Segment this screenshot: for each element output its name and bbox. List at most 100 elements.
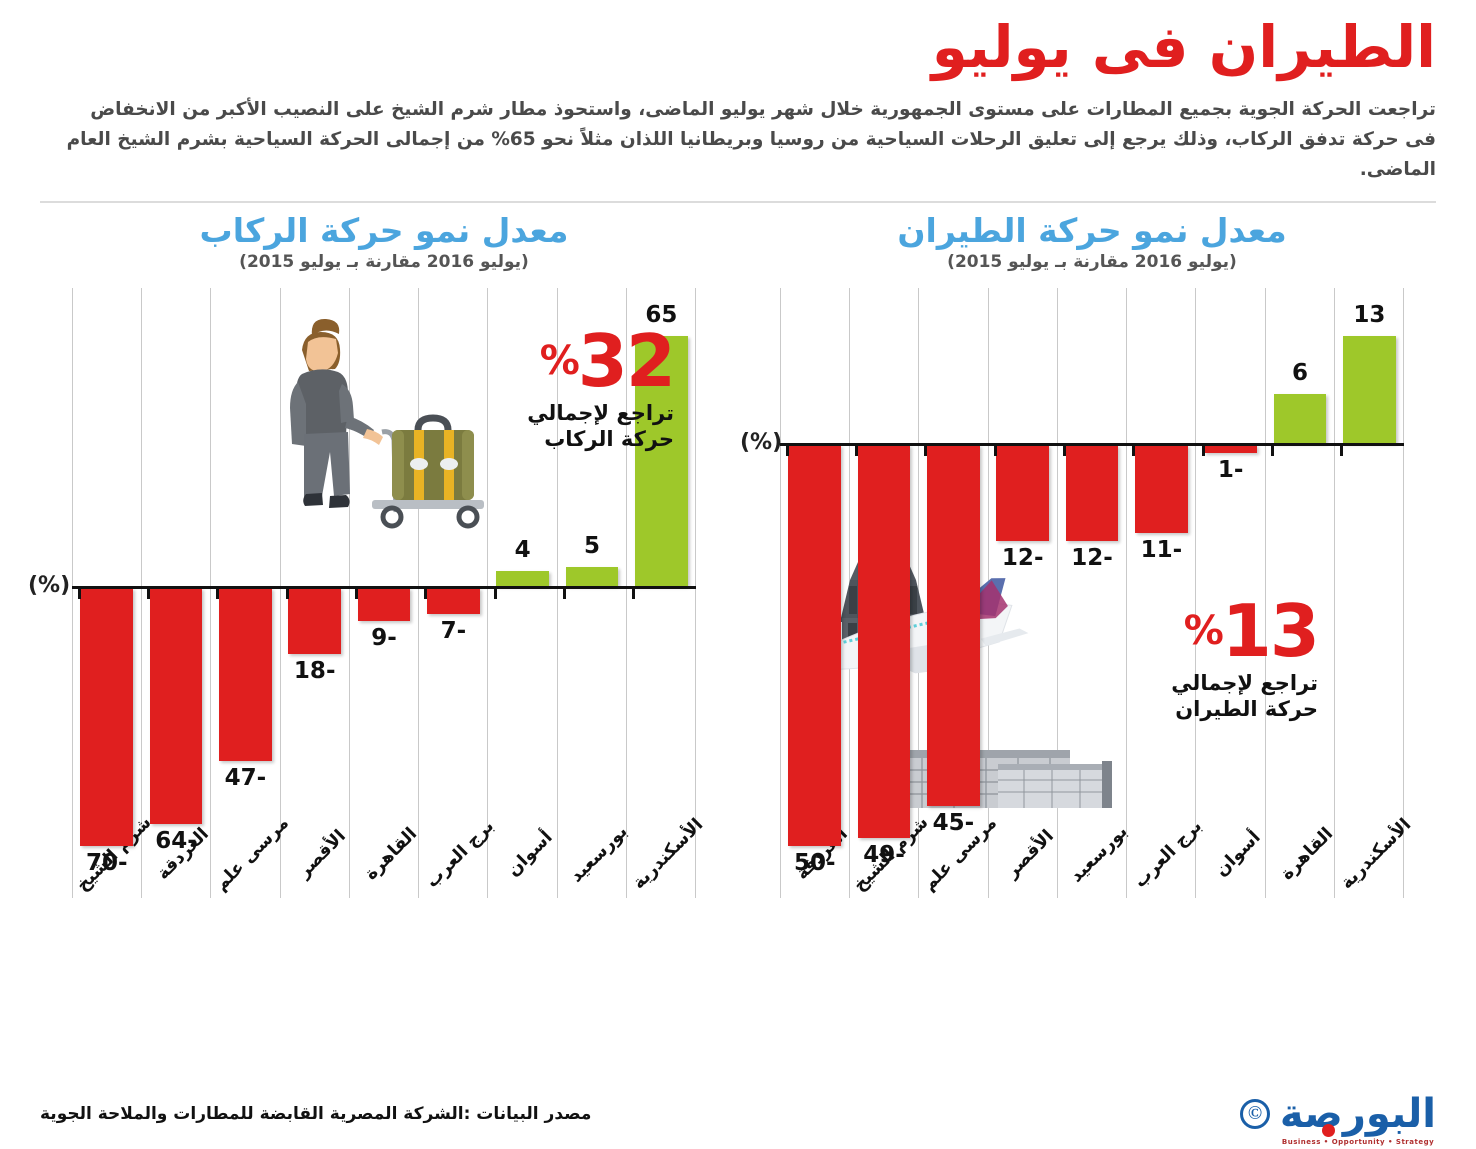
callout-passengers-caption-line1: تراجع لإجمالي xyxy=(527,401,674,426)
bar-slot: -70 xyxy=(72,288,141,898)
bar-أسوان[interactable] xyxy=(496,570,550,586)
axis-tick xyxy=(785,442,789,456)
callout-passengers-value: %32 xyxy=(539,318,676,403)
axis-tick xyxy=(424,585,428,599)
panel-passengers: معدل نمو حركة الركاب (يوليو 2016 مقارنة … xyxy=(28,203,738,1033)
bar-شرم الشيخ[interactable] xyxy=(80,587,134,846)
bar-value-label: 5 xyxy=(584,532,601,559)
bars-aviation: 13 6 -1 -11 -12 -12 -45 -49 -50 xyxy=(780,288,1404,898)
panel-aviation-header: معدل نمو حركة الطيران (يوليو 2016 مقارنة… xyxy=(738,203,1446,272)
panel-passengers-header: معدل نمو حركة الركاب (يوليو 2016 مقارنة … xyxy=(30,203,738,272)
callout-aviation-caption-line1: تراجع لإجمالي xyxy=(1171,671,1318,696)
chart-passengers-plot: %32 تراجع لإجمالي حركة الركاب (%) 65 5 4 -7… xyxy=(28,287,696,898)
axis-tick xyxy=(993,442,997,456)
bar-slot: -64 xyxy=(141,288,210,898)
data-source-note: مصدر البيانات :الشركة المصرية القابضة لل… xyxy=(40,1104,592,1124)
bar-value-label: -7 xyxy=(440,617,467,644)
axis-tick xyxy=(146,585,150,599)
axis-tick xyxy=(1270,442,1274,456)
bar-slot: 5 xyxy=(557,288,626,898)
bar-slot: 4 xyxy=(488,288,557,898)
bar-بورسعيد[interactable] xyxy=(565,566,619,586)
bar-slot: 13 xyxy=(1335,288,1404,898)
page-title: الطيران فى يوليو xyxy=(931,13,1437,81)
axis-tick xyxy=(1340,442,1344,456)
bar-برج العرب[interactable] xyxy=(1135,444,1188,534)
footer: © البورصة Business • Opportunity • Strat… xyxy=(0,1079,1476,1149)
chart-aviation-plot: %13 تراجع لإجمالي حركة الطيران (%) 13 6 -1… xyxy=(740,287,1404,898)
bar-slot: 6 xyxy=(1265,288,1334,898)
bar-value-label: -12 xyxy=(1001,545,1044,572)
bar-الغردقة[interactable] xyxy=(788,444,842,846)
bar-الأقصر[interactable] xyxy=(288,587,342,655)
callout-aviation-caption-line2: حركة الطيران xyxy=(1175,697,1318,722)
panel-aviation: معدل نمو حركة الطيران (يوليو 2016 مقارنة… xyxy=(738,203,1446,1033)
bar-slot: -1 xyxy=(1196,288,1265,898)
bar-slot: 65 xyxy=(627,288,696,898)
bar-slot: -49 xyxy=(849,288,918,898)
bar-الأسكندرية[interactable] xyxy=(1342,335,1396,443)
bar-slot: -45 xyxy=(919,288,988,898)
bar-slot: -18 xyxy=(280,288,349,898)
bar-برج العرب[interactable] xyxy=(427,587,480,614)
bar-القاهرة[interactable] xyxy=(1273,393,1327,443)
bar-value-label: -70 xyxy=(85,849,128,876)
bar-slot: -7 xyxy=(419,288,488,898)
panel-aviation-subtitle: (يوليو 2016 مقارنة بـ يوليو 2015) xyxy=(947,251,1237,272)
bar-value-label: 65 xyxy=(645,301,678,328)
axis-tick xyxy=(1062,442,1066,456)
axis-tick xyxy=(1201,442,1205,456)
copyright-icon: © xyxy=(1239,1099,1270,1129)
bar-مرسى علم[interactable] xyxy=(927,444,980,806)
bar-value-label: -64 xyxy=(155,827,197,854)
bar-القاهرة[interactable] xyxy=(357,587,411,622)
bar-slot: -12 xyxy=(988,288,1057,898)
axis-tick xyxy=(285,585,289,599)
panel-aviation-title: معدل نمو حركة الطيران xyxy=(897,210,1287,250)
axis-tick xyxy=(354,585,358,599)
bar-slot: -9 xyxy=(349,288,418,898)
axis-tick xyxy=(216,585,220,599)
bar-value-label: 13 xyxy=(1353,301,1386,328)
bar-مرسى علم[interactable] xyxy=(219,587,272,762)
bar-شرم الشيخ[interactable] xyxy=(857,444,911,838)
logo-red-dot xyxy=(1321,1124,1335,1137)
zero-axis-passengers xyxy=(72,585,696,589)
axis-tick xyxy=(1132,442,1136,456)
bar-value-label: -9 xyxy=(371,625,397,652)
axis-tick xyxy=(924,442,928,456)
bar-value-label: 4 xyxy=(514,536,531,563)
percent-sign: % xyxy=(539,337,580,384)
bar-الأسكندرية[interactable] xyxy=(634,335,688,586)
bar-بورسعيد[interactable] xyxy=(1065,444,1119,542)
bar-value-label: -45 xyxy=(932,809,975,836)
bar-أسوان[interactable] xyxy=(1204,444,1258,453)
axis-unit-passengers: (%) xyxy=(28,572,71,598)
panel-passengers-title: معدل نمو حركة الركاب xyxy=(199,210,569,250)
axis-tick xyxy=(493,585,497,599)
callout-passengers-caption-line2: حركة الركاب xyxy=(544,427,674,452)
bar-value-label: -50 xyxy=(793,849,836,876)
bar-value-label: -11 xyxy=(1140,537,1183,564)
bars-passengers: 65 5 4 -7 -9 -18 -47 -64 -70 xyxy=(72,288,696,898)
axis-tick xyxy=(632,585,636,599)
bar-value-label: -1 xyxy=(1217,456,1244,483)
logo-word-text: البورصة xyxy=(1279,1091,1436,1137)
axis-tick xyxy=(77,585,81,599)
header: الطيران فى يوليو تراجعت الحركة الجوية بج… xyxy=(0,0,1476,185)
bar-الأقصر[interactable] xyxy=(996,444,1050,542)
bar-value-label: 6 xyxy=(1292,359,1309,386)
bar-slot: -47 xyxy=(211,288,280,898)
bar-value-label: -49 xyxy=(863,841,905,868)
axis-unit-aviation: (%) xyxy=(740,429,783,455)
callout-passengers-caption: تراجع لإجمالي حركة الركاب xyxy=(474,400,674,453)
intro-paragraph: تراجعت الحركة الجوية بجميع المطارات على … xyxy=(66,98,1436,180)
alborsa-logo: © البورصة Business • Opportunity • Strat… xyxy=(1239,1091,1436,1146)
bar-slot: -12 xyxy=(1057,288,1126,898)
bar-value-label: -18 xyxy=(293,658,336,685)
callout-aviation: %13 تراجع لإجمالي حركة الطيران xyxy=(1118,595,1320,723)
bar-slot: -50 xyxy=(780,288,849,898)
bar-الغردقة[interactable] xyxy=(149,587,203,824)
logo-wordmark: البورصة Business • Opportunity • Strateg… xyxy=(1279,1091,1436,1146)
axis-tick xyxy=(854,442,858,456)
